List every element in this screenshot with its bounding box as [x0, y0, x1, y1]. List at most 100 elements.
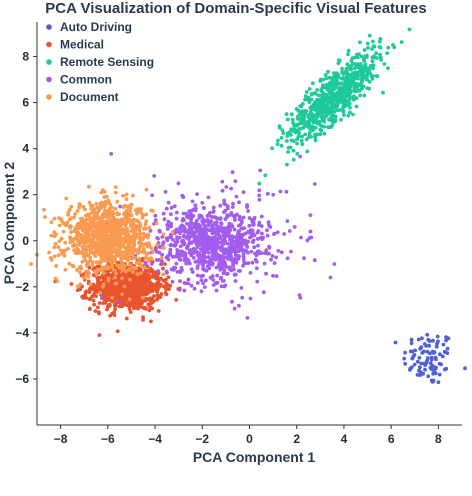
- data-point: [185, 221, 189, 226]
- data-point: [225, 241, 230, 246]
- data-point: [309, 97, 314, 102]
- series-document: [29, 184, 175, 302]
- data-point: [111, 272, 115, 277]
- data-point: [352, 88, 357, 93]
- data-point: [216, 240, 220, 245]
- data-point: [342, 113, 346, 117]
- data-point: [147, 308, 152, 313]
- series-common: [99, 152, 337, 320]
- data-point: [149, 208, 154, 213]
- data-point: [89, 242, 94, 247]
- data-point: [193, 260, 198, 264]
- data-point: [352, 55, 357, 60]
- data-point: [233, 179, 238, 184]
- data-point: [372, 44, 377, 49]
- data-point: [413, 348, 418, 353]
- data-point: [118, 232, 123, 237]
- data-point: [298, 112, 303, 117]
- data-point: [377, 39, 382, 44]
- data-point: [199, 253, 204, 258]
- legend-marker: [46, 41, 52, 48]
- data-point: [76, 238, 80, 243]
- data-point: [263, 173, 268, 178]
- data-point: [120, 267, 125, 272]
- data-point: [250, 260, 255, 265]
- data-point: [155, 236, 160, 240]
- data-point: [133, 265, 138, 270]
- legend-marker: [46, 94, 52, 100]
- data-point: [367, 33, 372, 38]
- data-point: [186, 215, 191, 220]
- data-point: [196, 259, 201, 263]
- data-point: [306, 115, 311, 120]
- data-point: [220, 188, 225, 193]
- data-point: [88, 256, 93, 260]
- data-point: [323, 114, 328, 119]
- data-point: [107, 259, 111, 263]
- data-point: [121, 243, 126, 247]
- legend-label: Remote Sensing: [60, 55, 154, 69]
- data-point: [113, 190, 118, 195]
- data-point: [115, 300, 119, 305]
- data-point: [124, 253, 129, 258]
- data-point: [95, 290, 100, 294]
- legend-label: Common: [60, 73, 112, 87]
- data-point: [160, 261, 165, 266]
- data-point: [100, 204, 104, 209]
- data-point: [202, 256, 207, 260]
- data-point: [111, 211, 116, 216]
- data-point: [52, 216, 57, 221]
- data-point: [141, 305, 146, 310]
- data-point: [218, 245, 223, 250]
- data-point: [169, 221, 174, 226]
- data-point: [63, 267, 68, 272]
- data-point: [138, 260, 142, 265]
- data-point: [431, 338, 435, 343]
- data-point: [145, 235, 150, 240]
- data-point: [241, 252, 246, 257]
- data-point: [402, 356, 407, 361]
- data-point: [87, 184, 91, 189]
- data-point: [215, 280, 220, 285]
- data-point: [117, 219, 121, 224]
- data-point: [74, 248, 79, 253]
- data-point: [294, 107, 299, 111]
- data-point: [266, 222, 271, 227]
- data-point: [147, 242, 152, 247]
- data-point: [223, 260, 227, 265]
- data-point: [286, 145, 291, 150]
- data-point: [115, 199, 120, 204]
- data-point: [291, 148, 296, 153]
- data-point: [308, 229, 313, 234]
- data-point: [195, 273, 200, 278]
- data-point: [161, 211, 166, 216]
- data-point: [339, 117, 343, 122]
- data-point: [120, 260, 124, 264]
- data-point: [427, 339, 432, 343]
- data-point: [120, 292, 125, 297]
- data-point: [261, 290, 266, 295]
- series-remote-sensing: [257, 27, 412, 186]
- data-point: [237, 214, 242, 219]
- data-point: [226, 226, 231, 231]
- data-point: [416, 337, 421, 342]
- data-point: [94, 229, 98, 234]
- data-point: [242, 226, 247, 231]
- data-point: [434, 357, 438, 362]
- data-point: [106, 271, 111, 276]
- data-point: [223, 217, 228, 222]
- data-point: [157, 228, 162, 233]
- data-point: [186, 277, 191, 282]
- data-point: [84, 247, 89, 252]
- data-point: [149, 319, 153, 324]
- data-point: [172, 243, 177, 248]
- data-point: [120, 218, 125, 223]
- x-tick-label: −8: [54, 432, 68, 446]
- data-point: [229, 241, 234, 246]
- data-point: [139, 207, 144, 211]
- data-point: [110, 264, 115, 269]
- data-point: [254, 253, 259, 258]
- data-point: [403, 350, 407, 355]
- data-point: [94, 273, 99, 277]
- data-point: [75, 284, 80, 289]
